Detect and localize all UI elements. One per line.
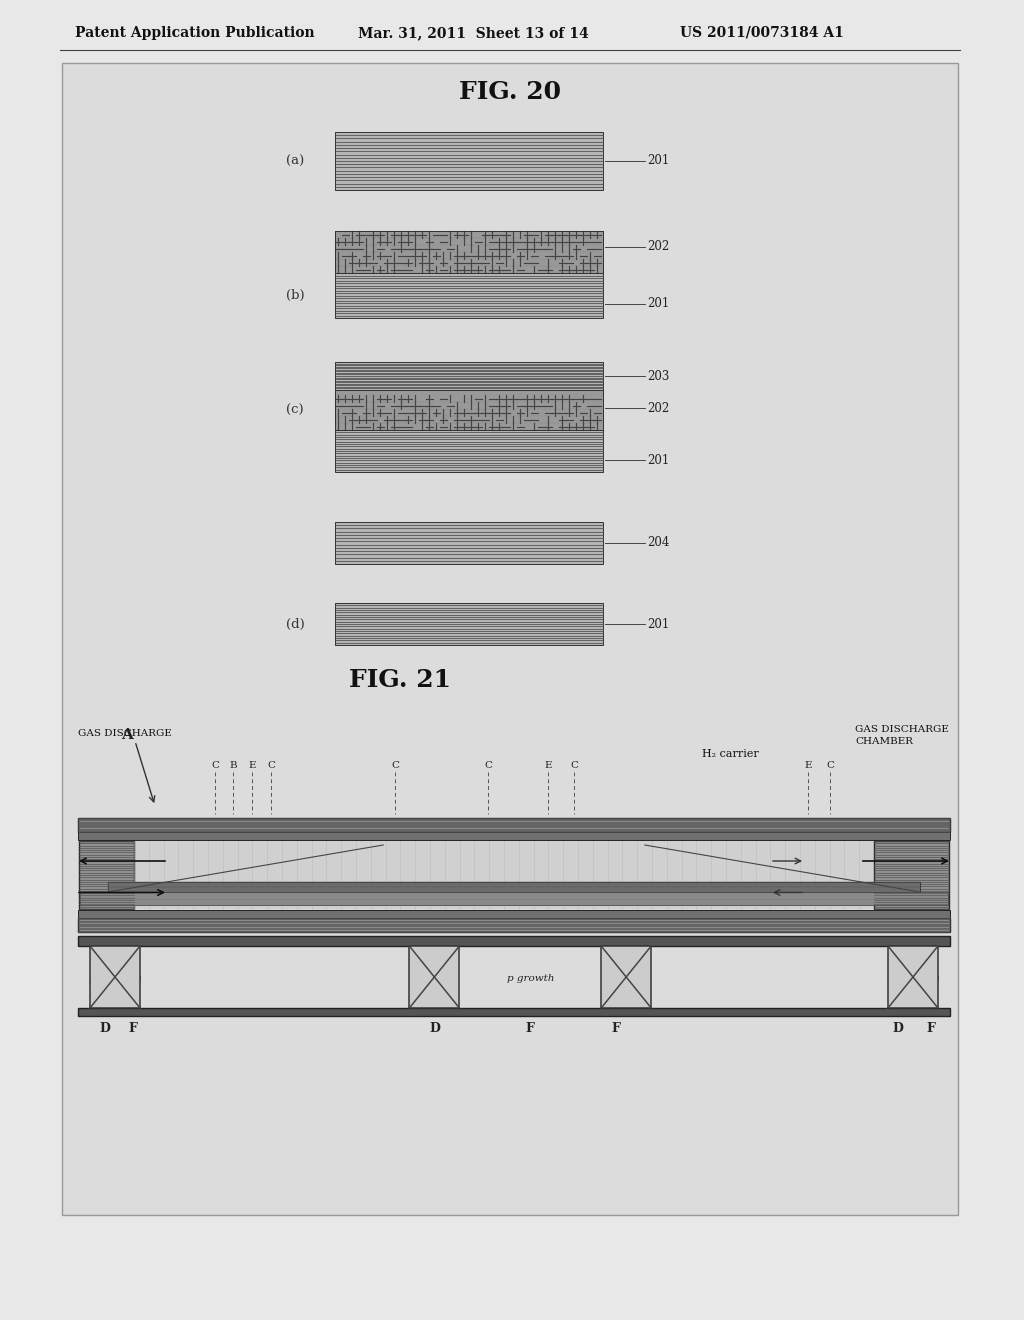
Text: D: D bbox=[893, 1022, 903, 1035]
Bar bbox=[108, 882, 920, 892]
Text: F: F bbox=[526, 1022, 535, 1035]
Bar bbox=[134, 841, 874, 909]
Text: 201: 201 bbox=[647, 454, 670, 467]
Bar bbox=[335, 231, 603, 273]
Text: 201: 201 bbox=[647, 297, 670, 310]
Text: (a): (a) bbox=[286, 154, 304, 168]
Bar bbox=[62, 63, 958, 1214]
Bar bbox=[78, 840, 950, 909]
Text: 203: 203 bbox=[647, 370, 670, 383]
Text: (d): (d) bbox=[286, 618, 304, 631]
Text: 201: 201 bbox=[647, 154, 670, 168]
Text: E: E bbox=[804, 762, 812, 771]
Text: H₂ carrier: H₂ carrier bbox=[701, 748, 759, 759]
Text: Patent Application Publication: Patent Application Publication bbox=[75, 26, 314, 40]
Text: 201: 201 bbox=[647, 618, 670, 631]
Text: A: A bbox=[121, 729, 133, 742]
Bar bbox=[78, 917, 950, 932]
Text: D: D bbox=[429, 1022, 439, 1035]
Text: (b): (b) bbox=[286, 289, 304, 302]
Bar bbox=[888, 946, 938, 1008]
Bar bbox=[78, 1008, 950, 1016]
Bar bbox=[78, 909, 950, 917]
Bar bbox=[335, 389, 603, 430]
Text: p⁺ growth: p⁺ growth bbox=[88, 974, 141, 982]
Text: D: D bbox=[99, 1022, 111, 1035]
Bar bbox=[335, 231, 603, 273]
Text: C: C bbox=[211, 762, 219, 771]
Text: C: C bbox=[267, 762, 275, 771]
Bar bbox=[410, 946, 460, 1008]
Text: US 2011/0073184 A1: US 2011/0073184 A1 bbox=[680, 26, 844, 40]
Text: FIG. 20: FIG. 20 bbox=[459, 81, 561, 104]
Bar bbox=[335, 430, 603, 473]
Text: GAS DISCHARGE: GAS DISCHARGE bbox=[855, 726, 949, 734]
Text: E: E bbox=[544, 762, 552, 771]
Bar bbox=[78, 818, 950, 832]
Text: Mar. 31, 2011  Sheet 13 of 14: Mar. 31, 2011 Sheet 13 of 14 bbox=[358, 26, 589, 40]
Text: F: F bbox=[611, 1022, 621, 1035]
Bar bbox=[335, 389, 603, 430]
Text: C: C bbox=[391, 762, 399, 771]
Bar bbox=[79, 841, 134, 909]
Text: C: C bbox=[826, 762, 834, 771]
Text: C: C bbox=[484, 762, 492, 771]
Bar bbox=[601, 946, 651, 1008]
Text: CHAMBER: CHAMBER bbox=[855, 738, 913, 747]
Text: 202: 202 bbox=[647, 240, 670, 253]
Bar bbox=[335, 132, 603, 190]
Text: p growth: p growth bbox=[507, 974, 554, 982]
Bar bbox=[874, 841, 949, 909]
Text: (c): (c) bbox=[286, 404, 304, 417]
Bar bbox=[78, 832, 950, 840]
Text: FIG. 21: FIG. 21 bbox=[349, 668, 451, 692]
Bar bbox=[335, 521, 603, 564]
Bar bbox=[90, 946, 140, 1008]
Text: n⁺ growth: n⁺ growth bbox=[887, 974, 939, 982]
Text: F: F bbox=[926, 1022, 935, 1035]
Text: GAS DISCHARGE: GAS DISCHARGE bbox=[78, 729, 172, 738]
Text: C: C bbox=[570, 762, 578, 771]
Bar bbox=[78, 936, 950, 946]
Text: 202: 202 bbox=[647, 401, 670, 414]
Bar bbox=[80, 892, 948, 906]
Bar bbox=[335, 362, 603, 389]
Text: F: F bbox=[128, 1022, 137, 1035]
Text: B: B bbox=[229, 762, 237, 771]
Text: 204: 204 bbox=[647, 536, 670, 549]
Text: E: E bbox=[248, 762, 256, 771]
Bar bbox=[335, 603, 603, 645]
Bar bbox=[335, 273, 603, 318]
